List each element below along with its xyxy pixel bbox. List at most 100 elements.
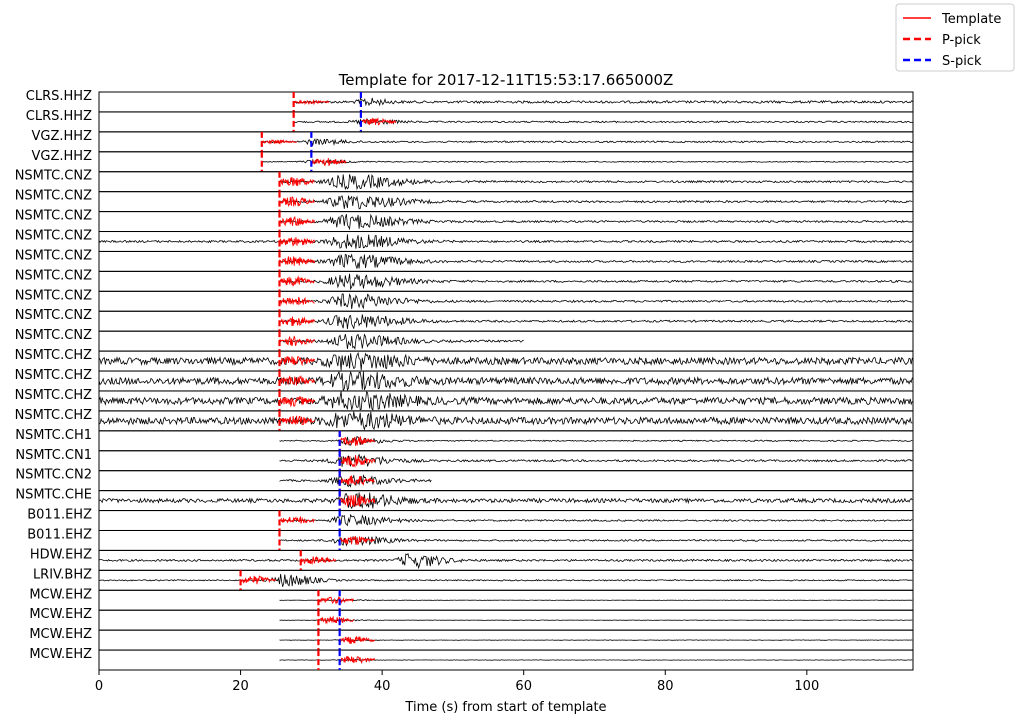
data-trace — [279, 638, 913, 642]
legend-label: P-pick — [942, 33, 981, 48]
template-trace — [279, 396, 315, 408]
template-trace — [339, 635, 376, 645]
data-trace — [98, 553, 913, 570]
trace-label: LRIV.BHZ — [33, 567, 92, 582]
template-trace — [279, 415, 315, 426]
template-trace — [279, 236, 316, 247]
trace-label: MCW.EHZ — [29, 607, 92, 622]
template-trace — [279, 355, 316, 367]
data-trace — [279, 253, 913, 269]
data-trace — [279, 453, 913, 467]
data-trace — [279, 273, 913, 291]
data-trace — [279, 293, 913, 310]
trace-label: B011.EHZ — [27, 527, 92, 542]
x-tick-label: 80 — [657, 679, 674, 694]
x-tick-label: 100 — [794, 679, 819, 694]
trace-label: VGZ.HHZ — [32, 149, 93, 164]
trace-label: MCW.EHZ — [29, 647, 92, 662]
template-trace — [339, 535, 376, 545]
trace-label: NSMTC.CNZ — [15, 308, 92, 323]
template-trace — [279, 255, 316, 266]
template-trace — [240, 575, 276, 585]
data-trace — [279, 535, 913, 547]
trace-label: NSMTC.CHE — [15, 488, 92, 503]
template-trace — [310, 157, 347, 167]
trace-label: VGZ.HHZ — [32, 129, 93, 144]
trace-panel: MCW.EHZ — [29, 647, 914, 671]
data-trace — [98, 351, 913, 371]
template-trace — [279, 275, 315, 287]
template-trace — [279, 296, 315, 306]
template-trace — [339, 475, 376, 486]
data-trace — [98, 370, 913, 392]
template-trace — [317, 615, 354, 625]
trace-label: NSMTC.CNZ — [15, 328, 92, 343]
trace-label: NSMTC.CN2 — [15, 468, 92, 483]
data-trace — [261, 138, 913, 147]
trace-label: NSMTC.CNZ — [15, 209, 92, 224]
trace-panel: NSMTC.CHE — [15, 488, 914, 512]
trace-panel: CLRS.HHZ — [26, 109, 914, 133]
data-trace — [279, 435, 913, 446]
x-tick-label: 40 — [374, 679, 391, 694]
template-trace — [279, 374, 316, 386]
trace-label: NSMTC.CNZ — [15, 248, 92, 263]
trace-label: CLRS.HHZ — [26, 109, 92, 124]
trace-label: NSMTC.CNZ — [15, 288, 92, 303]
trace-panel: NSMTC.CHZ — [15, 348, 914, 372]
data-trace — [98, 234, 913, 249]
template-trace — [339, 455, 376, 468]
trace-label: NSMTC.CHZ — [15, 368, 92, 383]
data-trace — [279, 195, 913, 210]
trace-label: MCW.EHZ — [29, 587, 92, 602]
x-axis: 0 20 40 60 80 100 — [95, 670, 819, 694]
x-tick-label: 60 — [515, 679, 532, 694]
template-trace — [339, 494, 376, 508]
trace-label: B011.EHZ — [27, 508, 92, 523]
legend: Template P-pick S-pick — [895, 3, 1015, 72]
trace-label: NSMTC.CNZ — [15, 169, 92, 184]
data-trace — [279, 333, 524, 350]
template-trace — [279, 177, 315, 187]
template-trace — [339, 435, 376, 447]
template-trace — [317, 595, 354, 605]
data-trace — [279, 174, 913, 191]
template-trace — [360, 117, 397, 126]
trace-frame — [98, 649, 914, 671]
data-trace — [98, 492, 913, 510]
trace-panels: CLRS.HHZ CLRS.HHZ VGZ.HHZ VGZ.HHZ NSMTC.CNZ N… — [15, 89, 914, 671]
template-trace — [279, 316, 316, 327]
template-trace — [279, 196, 315, 207]
trace-label: NSMTC.CNZ — [15, 229, 92, 244]
data-trace — [279, 513, 913, 527]
template-trace — [300, 555, 337, 565]
template-trace — [279, 515, 315, 524]
data-trace — [293, 117, 913, 126]
trace-label: NSMTC.CNZ — [15, 268, 92, 283]
chart-title: Template for 2017-12-11T15:53:17.665000Z — [338, 71, 674, 89]
trace-panel: NSMTC.CNZ — [15, 268, 914, 292]
trace-label: NSMTC.CHZ — [15, 388, 92, 403]
legend-label: Template — [941, 12, 1001, 27]
trace-panel: NSMTC.CNZ — [15, 189, 914, 213]
data-trace — [279, 598, 913, 602]
data-trace — [98, 391, 913, 411]
trace-label: NSMTC.CH1 — [15, 428, 92, 443]
trace-label: NSMTC.CNZ — [15, 189, 92, 204]
template-trace — [339, 655, 376, 665]
data-trace — [98, 573, 913, 587]
x-tick-label: 20 — [232, 679, 249, 694]
trace-label: NSMTC.CN1 — [15, 448, 92, 463]
template-trace — [279, 335, 316, 347]
trace-label: MCW.EHZ — [29, 627, 92, 642]
trace-label: CLRS.HHZ — [26, 89, 92, 104]
template-trace — [261, 139, 298, 145]
legend-label: S-pick — [942, 54, 982, 69]
data-trace — [293, 97, 913, 107]
trace-label: HDW.EHZ — [30, 547, 92, 562]
x-tick-label: 0 — [95, 679, 103, 694]
legend-frame — [895, 3, 1015, 72]
data-trace — [261, 158, 913, 165]
template-trace — [279, 215, 316, 227]
